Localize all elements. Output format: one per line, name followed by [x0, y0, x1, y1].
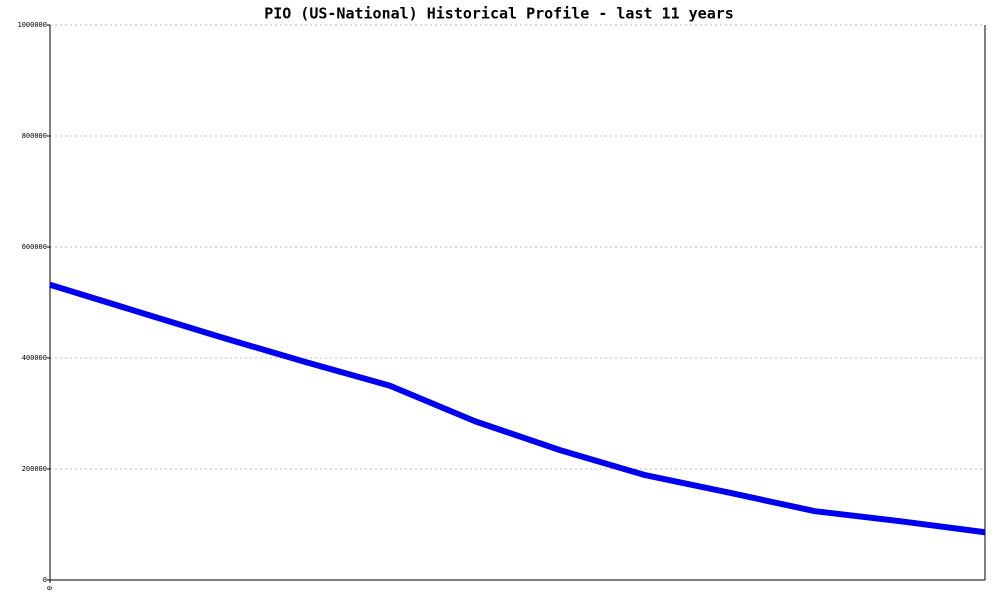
y-tick-label: 600000 — [22, 243, 47, 251]
y-tick-label: 400000 — [22, 354, 47, 362]
y-tick-label: 200000 — [22, 465, 47, 473]
chart-title: PIO (US-National) Historical Profile - l… — [264, 5, 734, 23]
x-tick-label: 0 — [46, 586, 54, 590]
y-tick-label: 800000 — [22, 132, 47, 140]
y-tick-label: 1000000 — [17, 21, 47, 29]
data-line — [49, 281, 986, 536]
y-tick-label: 0 — [43, 576, 47, 584]
